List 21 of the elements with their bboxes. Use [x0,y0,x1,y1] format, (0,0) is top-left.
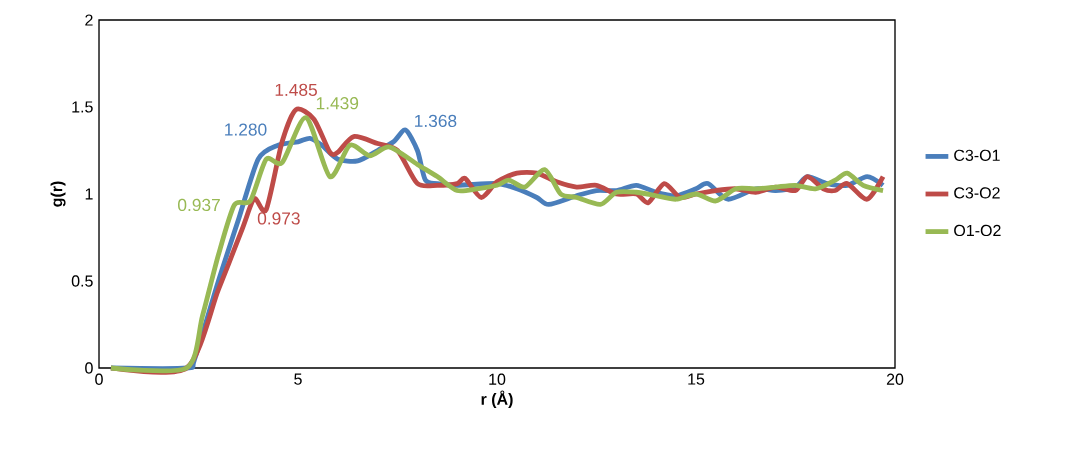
legend-label: C3-O1 [954,149,1000,161]
legend-label: O1-O2 [954,224,1001,237]
x-tick-label: 20 [886,373,904,385]
data-label: 1.485 [275,83,317,97]
x-tick-label: 5 [294,373,302,385]
y-tick-label: 1 [85,188,93,200]
y-tick-label: 1.5 [72,101,93,113]
y-tick-label: 0.5 [71,275,93,287]
x-axis-title: r (Å) [481,390,513,408]
x-tick-label: 15 [688,373,705,385]
data-label: 1.439 [316,97,359,110]
data-label: 1.280 [225,123,267,136]
x-tick-label: 10 [489,373,506,385]
data-label: 0.973 [257,212,300,225]
y-tick-label: 0 [85,362,93,374]
data-label: 0.937 [178,198,220,212]
legend-label: C3-O2 [954,187,1000,199]
y-tick-label: 2 [85,14,93,26]
x-tick-label: 0 [95,373,103,385]
data-label: 1.368 [415,114,457,128]
y-axis-title: g(r) [50,181,66,207]
